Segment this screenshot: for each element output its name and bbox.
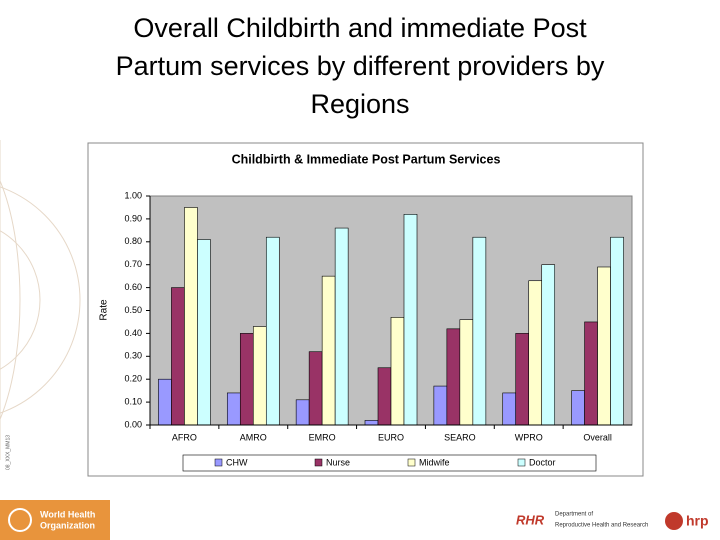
y-tick-label: 1.00 [124, 190, 142, 200]
bar [472, 236, 487, 426]
bar [610, 236, 624, 426]
bar [171, 287, 185, 426]
y-tick-label: 0.10 [124, 396, 142, 406]
hrp-logo [665, 512, 683, 530]
footer-band [0, 500, 110, 540]
bar [403, 214, 418, 426]
y-tick-label: 0.70 [124, 259, 142, 269]
bar [334, 227, 349, 426]
legend-box [182, 454, 597, 472]
bar [541, 264, 556, 426]
bar [197, 239, 211, 426]
bar [528, 280, 543, 426]
legend-label: CHW [226, 457, 248, 467]
who-logo [8, 508, 32, 532]
side-code: 08_XXX_MM13 [5, 435, 11, 470]
legend-swatch [407, 458, 416, 467]
legend-label: Doctor [529, 457, 556, 467]
bar [184, 207, 198, 426]
rhr-logo: RHR [516, 512, 545, 527]
bar [295, 399, 310, 426]
who-text: Organization [40, 520, 95, 530]
bar [252, 326, 267, 426]
department: Department of [555, 512, 593, 518]
y-tick-label: 0.60 [124, 282, 142, 292]
y-axis-label: Rate [99, 299, 110, 321]
bar [433, 385, 448, 426]
globe-lines [0, 140, 81, 460]
bar [446, 328, 461, 426]
x-tick-label: SEARO [444, 432, 476, 442]
x-tick-label: AMRO [240, 432, 267, 442]
y-tick-label: 0.00 [124, 419, 142, 429]
y-tick-label: 0.90 [124, 213, 142, 223]
chart-title: Childbirth & Immediate Post Partum Servi… [232, 152, 501, 166]
bar [584, 321, 598, 426]
y-tick-label: 0.40 [124, 328, 142, 338]
slide-title: Regions [310, 89, 409, 119]
bar [265, 236, 280, 426]
x-tick-label: Overall [583, 432, 612, 442]
x-tick-label: WPRO [515, 432, 543, 442]
bar [571, 390, 585, 426]
legend-label: Midwife [419, 457, 450, 467]
bar [308, 351, 323, 426]
bar [321, 275, 336, 426]
x-tick-label: EMRO [309, 432, 336, 442]
y-tick-label: 0.80 [124, 236, 142, 246]
bar [377, 367, 392, 426]
legend-label: Nurse [326, 457, 350, 467]
legend-swatch [214, 458, 223, 467]
bar [502, 392, 517, 426]
y-tick-label: 0.30 [124, 351, 142, 361]
legend-swatch [314, 458, 323, 467]
y-tick-label: 0.20 [124, 374, 142, 384]
bar [158, 378, 172, 426]
y-tick-label: 0.50 [124, 305, 142, 315]
x-tick-label: AFRO [172, 432, 197, 442]
bar [459, 319, 474, 426]
who-text: World Health [40, 509, 95, 519]
department: Reproductive Health and Research [555, 523, 648, 529]
x-tick-label: EURO [378, 432, 404, 442]
bar [515, 333, 530, 426]
hrp-text: hrp [686, 513, 709, 529]
bar [239, 333, 254, 426]
bar [597, 266, 611, 426]
slide-title: Overall Childbirth and immediate Post [133, 13, 587, 43]
legend-swatch [517, 458, 526, 467]
bar [390, 317, 405, 426]
footer [0, 500, 720, 540]
bar [226, 392, 241, 426]
slide-title: Partum services by different providers b… [116, 51, 605, 81]
bar [364, 420, 379, 426]
